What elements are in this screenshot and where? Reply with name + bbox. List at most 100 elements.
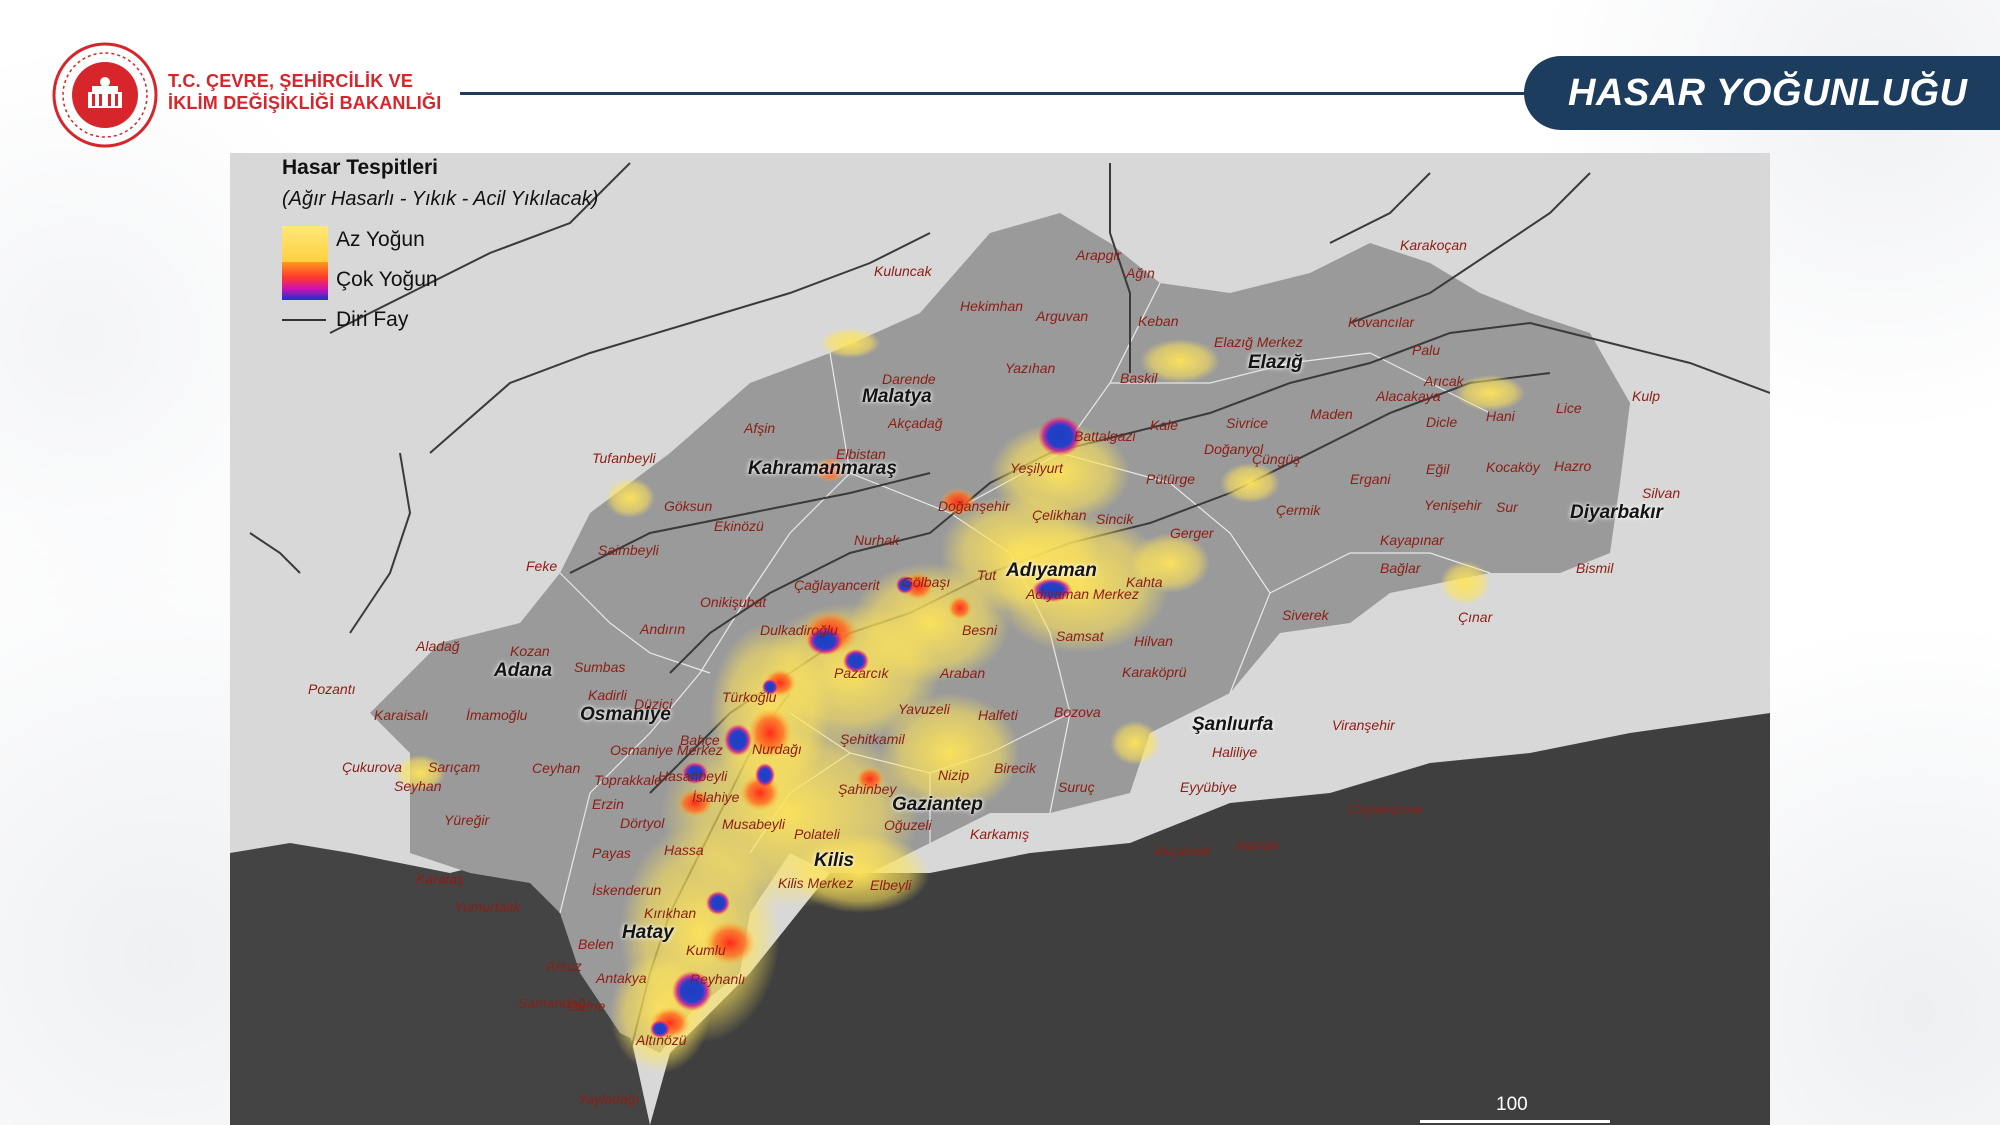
- district-label: Yavuzeli: [898, 701, 950, 717]
- scale-label: 100: [1496, 1094, 1528, 1115]
- district-label: Darende: [882, 371, 936, 387]
- district-label: Samandağ: [518, 995, 586, 1011]
- district-label: Karaköprü: [1122, 664, 1187, 680]
- district-label: Ergani: [1350, 471, 1391, 487]
- district-label: Silvan: [1642, 485, 1681, 501]
- district-label: Karaisalı: [374, 707, 429, 723]
- district-label: Toprakkale: [594, 772, 662, 788]
- district-label: Yüreğir: [444, 812, 490, 828]
- district-label: Türkoğlu: [722, 689, 777, 705]
- district-label: Pütürge: [1146, 471, 1196, 487]
- district-label: Ceylanpınar: [1348, 801, 1424, 817]
- district-label: Tufanbeyli: [592, 450, 656, 466]
- district-label: Çınar: [1458, 609, 1493, 625]
- district-label: Saimbeyli: [598, 542, 659, 558]
- district-label: Elbeyli: [870, 877, 912, 893]
- map-legend: Hasar Tespitleri (Ağır Hasarlı - Yıkık -…: [282, 156, 702, 336]
- page-title-text: HASAR YOĞUNLUĞU: [1568, 71, 1968, 114]
- district-label: Yenişehir: [1424, 497, 1482, 513]
- ministry-logo: [52, 42, 158, 148]
- map-canvas: [230, 153, 1770, 1125]
- district-label: Şehitkamil: [840, 731, 905, 747]
- district-label: Eğil: [1426, 461, 1450, 477]
- district-label: Birecik: [994, 760, 1037, 776]
- district-label: Musabeyli: [722, 816, 786, 832]
- district-label: Elazığ Merkez: [1214, 334, 1303, 350]
- district-label: Afşin: [744, 420, 776, 436]
- header-divider: [460, 92, 1540, 95]
- district-label: Pazarcık: [834, 665, 889, 681]
- legend-title: Hasar Tespitleri: [282, 156, 439, 179]
- legend-low-swatch: [282, 226, 328, 264]
- district-label: Gölbaşı: [902, 574, 951, 590]
- dark-outside-area: [650, 713, 1770, 1125]
- district-label: Bahçe: [680, 732, 720, 748]
- district-label: İskenderun: [592, 882, 662, 898]
- district-label: Haliliye: [1212, 744, 1258, 760]
- district-label: Hassa: [664, 842, 704, 858]
- district-label: Halfeti: [978, 707, 1018, 723]
- district-label: Kumlu: [686, 942, 726, 958]
- district-label: Çüngüş: [1252, 451, 1301, 467]
- city-label-diyarbakir: Diyarbakır: [1570, 502, 1663, 523]
- legend-high-label: Çok Yoğun: [336, 268, 438, 291]
- district-label: Hani: [1486, 408, 1515, 424]
- district-label: Kırıkhan: [644, 905, 697, 921]
- district-label: Hilvan: [1134, 633, 1173, 649]
- district-label: Hasanbeyli: [658, 768, 728, 784]
- district-label: Karkamış: [970, 826, 1030, 842]
- damage-density-map[interactable]: [230, 153, 1770, 1125]
- district-label: Kilis Merkez: [778, 875, 854, 891]
- district-label: Bismil: [1576, 560, 1614, 576]
- district-label: Arıcak: [1424, 373, 1464, 389]
- district-label: Lice: [1556, 400, 1582, 416]
- city-label-sanliurfa: Şanlıurfa: [1192, 714, 1274, 735]
- district-label: Maden: [1310, 406, 1353, 422]
- legend-fault-line-swatch: [282, 319, 326, 321]
- district-label: İslahiye: [692, 789, 740, 805]
- district-label: Ceyhan: [532, 760, 581, 776]
- district-label: Kadirli: [588, 687, 627, 703]
- district-label: Oğuzeli: [884, 817, 932, 833]
- district-label: Dicle: [1426, 414, 1458, 430]
- district-label: Dörtyol: [620, 815, 665, 831]
- district-label: Baskil: [1120, 370, 1158, 386]
- district-label: Reyhanlı: [690, 971, 746, 987]
- legend-subtitle: (Ağır Hasarlı - Yıkık - Acil Yıkılacak): [282, 188, 599, 210]
- district-label: Andırın: [640, 621, 686, 637]
- ministry-line-1: T.C. ÇEVRE, ŞEHİRCİLİK VE: [168, 71, 414, 91]
- district-label: Dulkadiroğlu: [760, 622, 838, 638]
- district-label: Sur: [1496, 499, 1518, 515]
- district-label: Erzin: [592, 796, 624, 812]
- district-label: Sarıçam: [428, 759, 481, 775]
- heatmap-low-density: [395, 328, 1525, 1073]
- district-label: Viranşehir: [1332, 717, 1395, 733]
- city-label-adiyaman: Adıyaman: [1006, 560, 1097, 581]
- district-label: Feke: [526, 558, 558, 574]
- district-label: Payas: [592, 845, 631, 861]
- district-label: Samsat: [1056, 628, 1104, 644]
- district-label: Palu: [1412, 342, 1441, 358]
- district-label: Çermik: [1276, 502, 1321, 518]
- district-label: Düziçi: [634, 696, 673, 712]
- district-label: Kovancılar: [1348, 314, 1415, 330]
- district-label: Aladağ: [416, 638, 460, 654]
- district-label: Çukurova: [342, 759, 402, 775]
- city-label-hatay: Hatay: [622, 922, 674, 943]
- city-label-kahramanmaras: Kahramanmaraş: [748, 458, 897, 479]
- district-label: İmamoğlu: [466, 707, 528, 723]
- district-label: Doğanşehir: [938, 498, 1010, 514]
- district-label: Çağlayancerit: [794, 577, 880, 593]
- sea-mediterranean: [230, 843, 650, 1125]
- district-label: Kayapınar: [1380, 532, 1444, 548]
- district-label: Osmaniye Merkez: [610, 742, 723, 758]
- district-label: Defne: [568, 998, 606, 1014]
- district-label: Battalgazi: [1074, 428, 1136, 444]
- city-label-kilis: Kilis: [814, 850, 855, 871]
- district-label: Eyyübiye: [1180, 779, 1237, 795]
- district-label: Sivrice: [1226, 415, 1269, 431]
- district-label: Göksun: [664, 498, 713, 514]
- district-label: Besni: [962, 622, 998, 638]
- district-label: Arguvan: [1036, 308, 1089, 324]
- district-label: Nizip: [938, 767, 970, 783]
